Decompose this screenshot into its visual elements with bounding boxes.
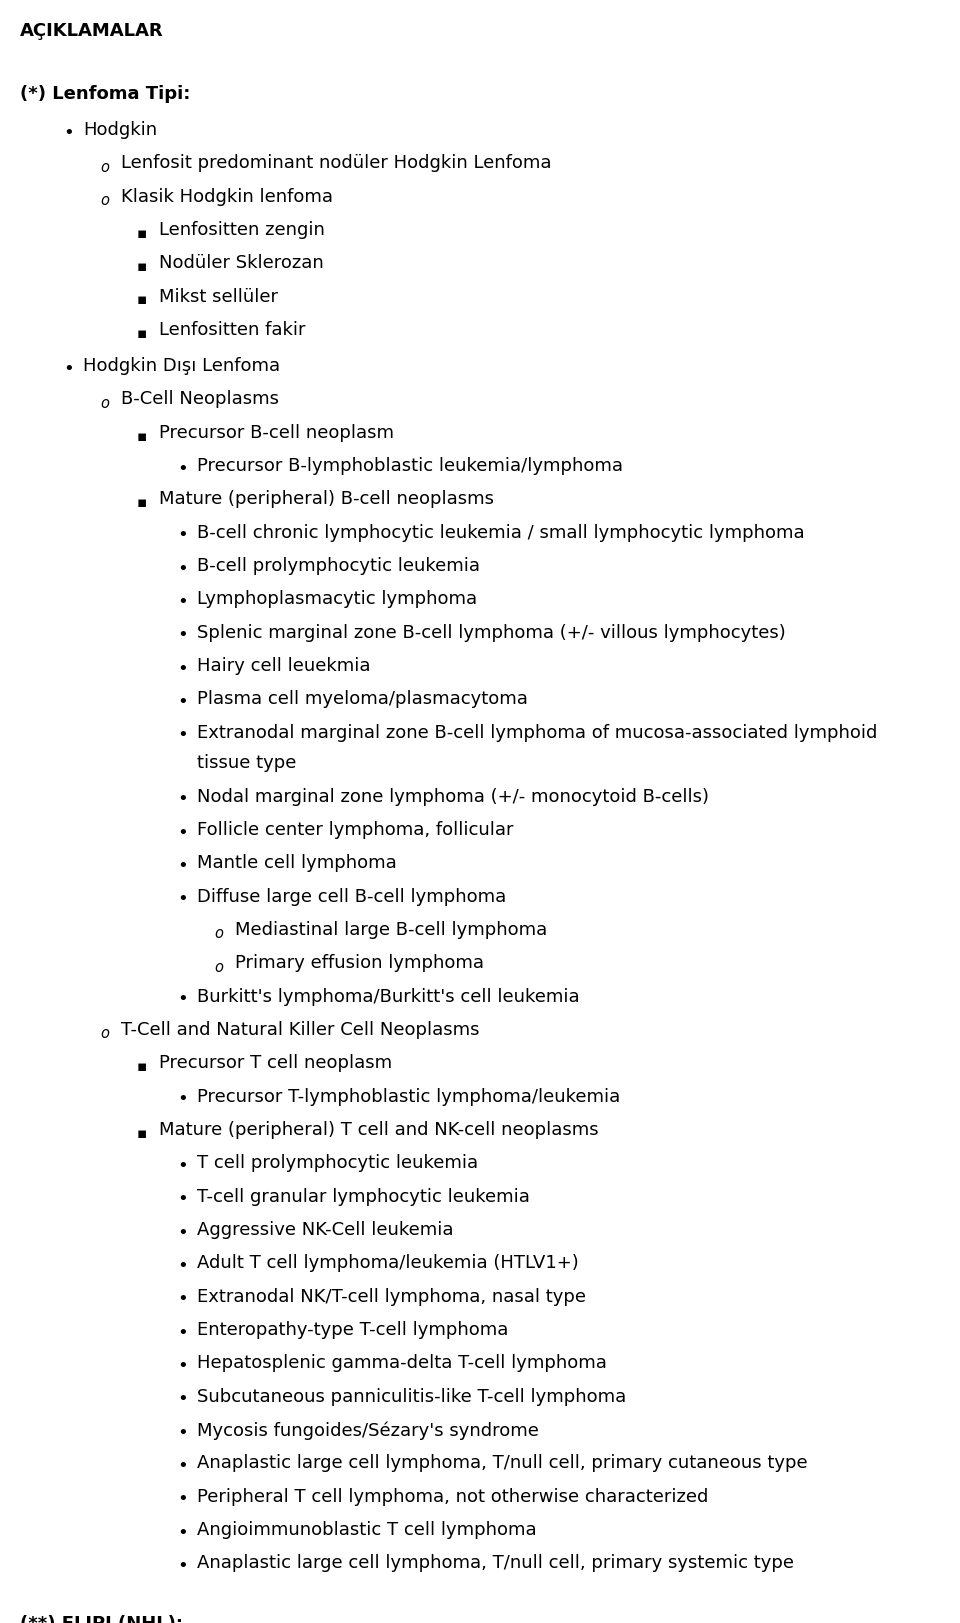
Text: Adult T cell lymphoma/leukemia (HTLV1+): Adult T cell lymphoma/leukemia (HTLV1+) xyxy=(197,1255,579,1272)
Text: Angioimmunoblastic T cell lymphoma: Angioimmunoblastic T cell lymphoma xyxy=(197,1521,537,1539)
Text: •: • xyxy=(177,1324,188,1342)
Text: •: • xyxy=(177,790,188,808)
Text: Nodüler Sklerozan: Nodüler Sklerozan xyxy=(159,255,324,273)
Text: Extranodal marginal zone B-cell lymphoma of mucosa-associated lymphoid: Extranodal marginal zone B-cell lymphoma… xyxy=(197,724,877,742)
Text: •: • xyxy=(177,1423,188,1441)
Text: (**) FLIPI (NHL):: (**) FLIPI (NHL): xyxy=(20,1615,183,1623)
Text: Precursor T cell neoplasm: Precursor T cell neoplasm xyxy=(159,1055,392,1073)
Text: Mantle cell lymphoma: Mantle cell lymphoma xyxy=(197,854,396,872)
Text: Splenic marginal zone B-cell lymphoma (+/- villous lymphocytes): Splenic marginal zone B-cell lymphoma (+… xyxy=(197,623,785,641)
Text: Lenfositten fakir: Lenfositten fakir xyxy=(159,321,305,339)
Text: Peripheral T cell lymphoma, not otherwise characterized: Peripheral T cell lymphoma, not otherwis… xyxy=(197,1488,708,1506)
Text: Hodgkin Dışı Lenfoma: Hodgkin Dışı Lenfoma xyxy=(83,357,280,375)
Text: Mikst sellüler: Mikst sellüler xyxy=(159,287,278,305)
Text: •: • xyxy=(177,693,188,711)
Text: Mature (peripheral) T cell and NK-cell neoplasms: Mature (peripheral) T cell and NK-cell n… xyxy=(159,1121,599,1139)
Text: AÇIKLAMALAR: AÇIKLAMALAR xyxy=(20,23,163,41)
Text: o: o xyxy=(214,927,223,941)
Text: Extranodal NK/T-cell lymphoma, nasal type: Extranodal NK/T-cell lymphoma, nasal typ… xyxy=(197,1287,586,1305)
Text: T-Cell and Natural Killer Cell Neoplasms: T-Cell and Natural Killer Cell Neoplasms xyxy=(121,1021,479,1039)
Text: •: • xyxy=(63,123,74,141)
Text: Anaplastic large cell lymphoma, T/null cell, primary cutaneous type: Anaplastic large cell lymphoma, T/null c… xyxy=(197,1454,807,1472)
Text: •: • xyxy=(177,626,188,644)
Text: Subcutaneous panniculitis-like T-cell lymphoma: Subcutaneous panniculitis-like T-cell ly… xyxy=(197,1388,626,1406)
Text: B-cell prolymphocytic leukemia: B-cell prolymphocytic leukemia xyxy=(197,557,480,575)
Text: o: o xyxy=(214,959,223,975)
Text: •: • xyxy=(177,661,188,678)
Text: •: • xyxy=(177,1224,188,1242)
Text: (*) Lenfoma Tipi:: (*) Lenfoma Tipi: xyxy=(20,84,190,102)
Text: •: • xyxy=(177,1524,188,1542)
Text: •: • xyxy=(177,857,188,875)
Text: •: • xyxy=(177,592,188,612)
Text: Precursor T-lymphoblastic lymphoma/leukemia: Precursor T-lymphoblastic lymphoma/leuke… xyxy=(197,1087,620,1105)
Text: •: • xyxy=(177,727,188,745)
Text: Burkitt's lymphoma/Burkitt's cell leukemia: Burkitt's lymphoma/Burkitt's cell leukem… xyxy=(197,988,580,1006)
Text: o: o xyxy=(100,159,109,175)
Text: •: • xyxy=(177,459,188,477)
Text: •: • xyxy=(177,1357,188,1375)
Text: •: • xyxy=(177,891,188,909)
Text: •: • xyxy=(177,1556,188,1574)
Text: Diffuse large cell B-cell lymphoma: Diffuse large cell B-cell lymphoma xyxy=(197,888,506,906)
Text: B-Cell Neoplasms: B-Cell Neoplasms xyxy=(121,391,279,409)
Text: •: • xyxy=(177,1190,188,1208)
Text: •: • xyxy=(177,560,188,578)
Text: Plasma cell myeloma/plasmacytoma: Plasma cell myeloma/plasmacytoma xyxy=(197,690,528,709)
Text: ▪: ▪ xyxy=(137,226,148,240)
Text: Lymphoplasmacytic lymphoma: Lymphoplasmacytic lymphoma xyxy=(197,591,477,609)
Text: •: • xyxy=(177,990,188,1008)
Text: •: • xyxy=(177,1256,188,1276)
Text: o: o xyxy=(100,193,109,208)
Text: Enteropathy-type T-cell lymphoma: Enteropathy-type T-cell lymphoma xyxy=(197,1321,509,1339)
Text: B-cell chronic lymphocytic leukemia / small lymphocytic lymphoma: B-cell chronic lymphocytic leukemia / sm… xyxy=(197,524,804,542)
Text: tissue type: tissue type xyxy=(197,755,297,773)
Text: •: • xyxy=(177,1490,188,1508)
Text: Primary effusion lymphoma: Primary effusion lymphoma xyxy=(235,954,484,972)
Text: ▪: ▪ xyxy=(137,326,148,341)
Text: ▪: ▪ xyxy=(137,1126,148,1141)
Text: •: • xyxy=(177,823,188,842)
Text: •: • xyxy=(63,360,74,378)
Text: Mediastinal large B-cell lymphoma: Mediastinal large B-cell lymphoma xyxy=(235,920,547,940)
Text: •: • xyxy=(177,1457,188,1475)
Text: ▪: ▪ xyxy=(137,495,148,510)
Text: Precursor B-cell neoplasm: Precursor B-cell neoplasm xyxy=(159,424,394,441)
Text: o: o xyxy=(100,1026,109,1042)
Text: •: • xyxy=(177,1157,188,1175)
Text: Nodal marginal zone lymphoma (+/- monocytoid B-cells): Nodal marginal zone lymphoma (+/- monocy… xyxy=(197,787,709,805)
Text: ▪: ▪ xyxy=(137,292,148,307)
Text: Mycosis fungoides/Sézary's syndrome: Mycosis fungoides/Sézary's syndrome xyxy=(197,1422,539,1440)
Text: Anaplastic large cell lymphoma, T/null cell, primary systemic type: Anaplastic large cell lymphoma, T/null c… xyxy=(197,1555,794,1573)
Text: Follicle center lymphoma, follicular: Follicle center lymphoma, follicular xyxy=(197,821,514,839)
Text: Lenfositten zengin: Lenfositten zengin xyxy=(159,221,324,239)
Text: T cell prolymphocytic leukemia: T cell prolymphocytic leukemia xyxy=(197,1154,478,1172)
Text: Mature (peripheral) B-cell neoplasms: Mature (peripheral) B-cell neoplasms xyxy=(159,490,494,508)
Text: ▪: ▪ xyxy=(137,1060,148,1074)
Text: Hairy cell leuekmia: Hairy cell leuekmia xyxy=(197,657,371,675)
Text: Hepatosplenic gamma-delta T-cell lymphoma: Hepatosplenic gamma-delta T-cell lymphom… xyxy=(197,1354,607,1373)
Text: Aggressive NK-Cell leukemia: Aggressive NK-Cell leukemia xyxy=(197,1220,453,1238)
Text: ▪: ▪ xyxy=(137,260,148,274)
Text: o: o xyxy=(100,396,109,411)
Text: Hodgkin: Hodgkin xyxy=(83,122,157,140)
Text: ▪: ▪ xyxy=(137,428,148,443)
Text: Klasik Hodgkin lenfoma: Klasik Hodgkin lenfoma xyxy=(121,188,333,206)
Text: Lenfosit predominant nodüler Hodgkin Lenfoma: Lenfosit predominant nodüler Hodgkin Len… xyxy=(121,154,551,172)
Text: •: • xyxy=(177,1290,188,1308)
Text: •: • xyxy=(177,526,188,544)
Text: •: • xyxy=(177,1391,188,1409)
Text: •: • xyxy=(177,1091,188,1109)
Text: Precursor B-lymphoblastic leukemia/lymphoma: Precursor B-lymphoblastic leukemia/lymph… xyxy=(197,458,623,476)
Text: T-cell granular lymphocytic leukemia: T-cell granular lymphocytic leukemia xyxy=(197,1188,530,1206)
